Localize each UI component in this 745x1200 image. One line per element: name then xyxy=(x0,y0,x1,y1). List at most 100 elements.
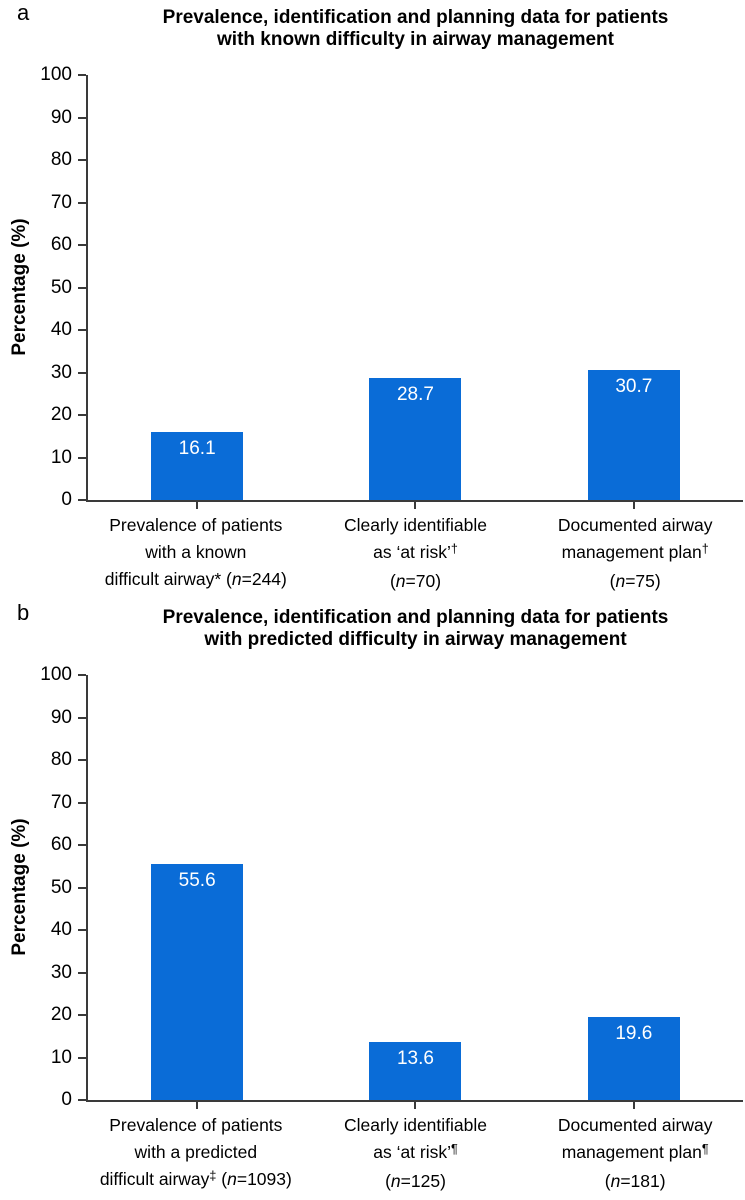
y-tick xyxy=(78,674,86,676)
y-tick-label: 70 xyxy=(50,791,72,813)
y-tick xyxy=(78,1099,86,1101)
bar-value-label: 30.7 xyxy=(615,375,653,397)
category-label-line: Documented airway xyxy=(525,1112,745,1139)
category-label-line: (n=70) xyxy=(306,568,526,595)
bar-value-label: 13.6 xyxy=(396,1048,434,1070)
x-tick xyxy=(414,502,417,509)
category-label-segment: n xyxy=(227,1169,237,1189)
x-tick xyxy=(632,502,635,509)
category-label: Prevalence of patients with a known diffic… xyxy=(86,512,306,595)
y-tick xyxy=(78,1014,86,1016)
panel-b: b Prevalence, identification and plannin… xyxy=(0,600,745,1200)
category-label-line: (n=75) xyxy=(525,568,745,595)
category-label: Clearly identifiable as ‘at risk’¶ (n=125) xyxy=(306,1112,526,1195)
category-label-segment: Documented airway xyxy=(557,515,713,535)
y-tick xyxy=(78,971,86,974)
category-label-segment: ¶ xyxy=(451,1141,458,1156)
y-tick xyxy=(78,801,86,804)
category-label-line: with a predicted xyxy=(86,1139,306,1166)
bar-value-label: 19.6 xyxy=(615,1022,653,1044)
panel-a: a Prevalence, identification and plannin… xyxy=(9,0,745,595)
category-label-segment: Clearly identifiable xyxy=(344,515,487,535)
bar-column: 13.6 xyxy=(306,675,524,1109)
bar-column: 28.7 xyxy=(306,75,524,509)
bar: 19.6 xyxy=(587,1016,680,1100)
bar-columns: 55.6 13.6 19.6 xyxy=(88,675,743,1109)
category-label-segment: Clearly identifiable xyxy=(344,1115,487,1135)
category-label-line: with a known xyxy=(86,539,306,566)
bar-column: 30.7 xyxy=(525,75,743,509)
category-label-segment: =181) xyxy=(620,1171,666,1191)
x-axis-labels: Prevalence of patients with a predicted di… xyxy=(86,1112,745,1195)
y-tick xyxy=(78,716,86,719)
plot-area: 0 10 20 30 40 50 60 70 80 90 100 55.6 13.6 19.6 xyxy=(40,664,743,1110)
y-tick xyxy=(78,116,86,119)
x-tick xyxy=(196,502,199,509)
category-label-segment: difficult airway xyxy=(99,1169,210,1189)
y-tick-label: 60 xyxy=(50,234,72,255)
plot-area: 0 10 20 30 40 50 60 70 80 90 100 16.1 28.7 30.7 xyxy=(40,64,743,510)
category-label-segment: ( xyxy=(389,571,396,591)
y-tick-label: 90 xyxy=(50,706,72,728)
y-tick xyxy=(78,759,86,761)
y-tick-label: 20 xyxy=(50,1004,72,1025)
category-label-line: Prevalence of patients xyxy=(86,1112,306,1139)
y-tick-label: 40 xyxy=(50,319,72,340)
y-tick-label: 50 xyxy=(50,276,72,298)
y-tick xyxy=(78,371,86,374)
chart-title: Prevalence, identification and planning … xyxy=(86,7,745,51)
category-label: Prevalence of patients with a predicted di… xyxy=(86,1112,306,1195)
y-tick xyxy=(78,74,86,76)
category-label-line: Prevalence of patients xyxy=(86,512,306,539)
y-tick-label: 0 xyxy=(61,1089,72,1110)
y-tick xyxy=(78,159,86,161)
y-tick-label: 10 xyxy=(50,1046,72,1068)
bar: 13.6 xyxy=(369,1042,462,1100)
y-tick-label: 40 xyxy=(50,919,72,940)
bar-column: 16.1 xyxy=(88,75,306,509)
category-label-segment: as ‘at risk’ xyxy=(373,542,451,562)
category-label-segment: =70) xyxy=(405,571,442,591)
category-label-line: as ‘at risk’¶ xyxy=(306,1139,526,1168)
chart-title-line: with known difficulty in airway manageme… xyxy=(217,29,614,50)
y-tick-label: 30 xyxy=(50,961,72,983)
category-label-segment: ( xyxy=(604,1171,611,1191)
bar-value-label: 16.1 xyxy=(178,437,216,459)
panel-letter: a xyxy=(17,0,30,25)
category-label-segment: Documented airway xyxy=(557,1115,713,1135)
y-tick xyxy=(78,499,86,501)
category-label-line: Clearly identifiable xyxy=(306,512,526,539)
bar-column: 55.6 xyxy=(88,675,306,1109)
category-label-segment: Prevalence of patients xyxy=(109,1115,283,1135)
category-label-segment: management plan xyxy=(561,542,702,562)
category-label-segment: =75) xyxy=(625,571,661,591)
y-tick xyxy=(78,244,86,246)
category-label-line: (n=181) xyxy=(525,1168,745,1195)
category-label-segment: ( xyxy=(385,1171,391,1191)
y-tick xyxy=(78,456,86,459)
category-label-line: (n=125) xyxy=(306,1168,526,1195)
bar: 55.6 xyxy=(151,863,244,1100)
chart-title: Prevalence, identification and planning … xyxy=(86,607,745,651)
category-label-line: management plan¶ xyxy=(525,1139,745,1168)
category-label-line: difficult airway‡ (n=1093) xyxy=(86,1166,306,1195)
category-label-segment: n xyxy=(395,571,406,591)
y-tick-label: 80 xyxy=(50,149,72,170)
category-label-segment: with a predicted xyxy=(134,1142,258,1162)
bar-columns: 16.1 28.7 30.7 xyxy=(88,75,743,509)
category-label-segment: =1093) xyxy=(236,1169,292,1189)
panel-letter: b xyxy=(17,600,30,625)
y-tick xyxy=(78,414,86,416)
category-label-segment: management plan xyxy=(561,1142,702,1162)
y-tick-label: 50 xyxy=(50,876,72,898)
category-label-segment: with a known xyxy=(145,542,247,562)
category-label-line: difficult airway* (n=244) xyxy=(86,566,306,593)
bar-value-label: 28.7 xyxy=(396,384,434,405)
category-label-segment: ‡ xyxy=(209,1168,217,1183)
y-tick-label: 30 xyxy=(50,361,72,383)
y-tick-label: 10 xyxy=(50,446,72,468)
category-label-segment: difficult airway* ( xyxy=(104,569,232,589)
category-label-segment: =244) xyxy=(241,569,287,589)
category-label-segment: Prevalence of patients xyxy=(109,515,283,535)
